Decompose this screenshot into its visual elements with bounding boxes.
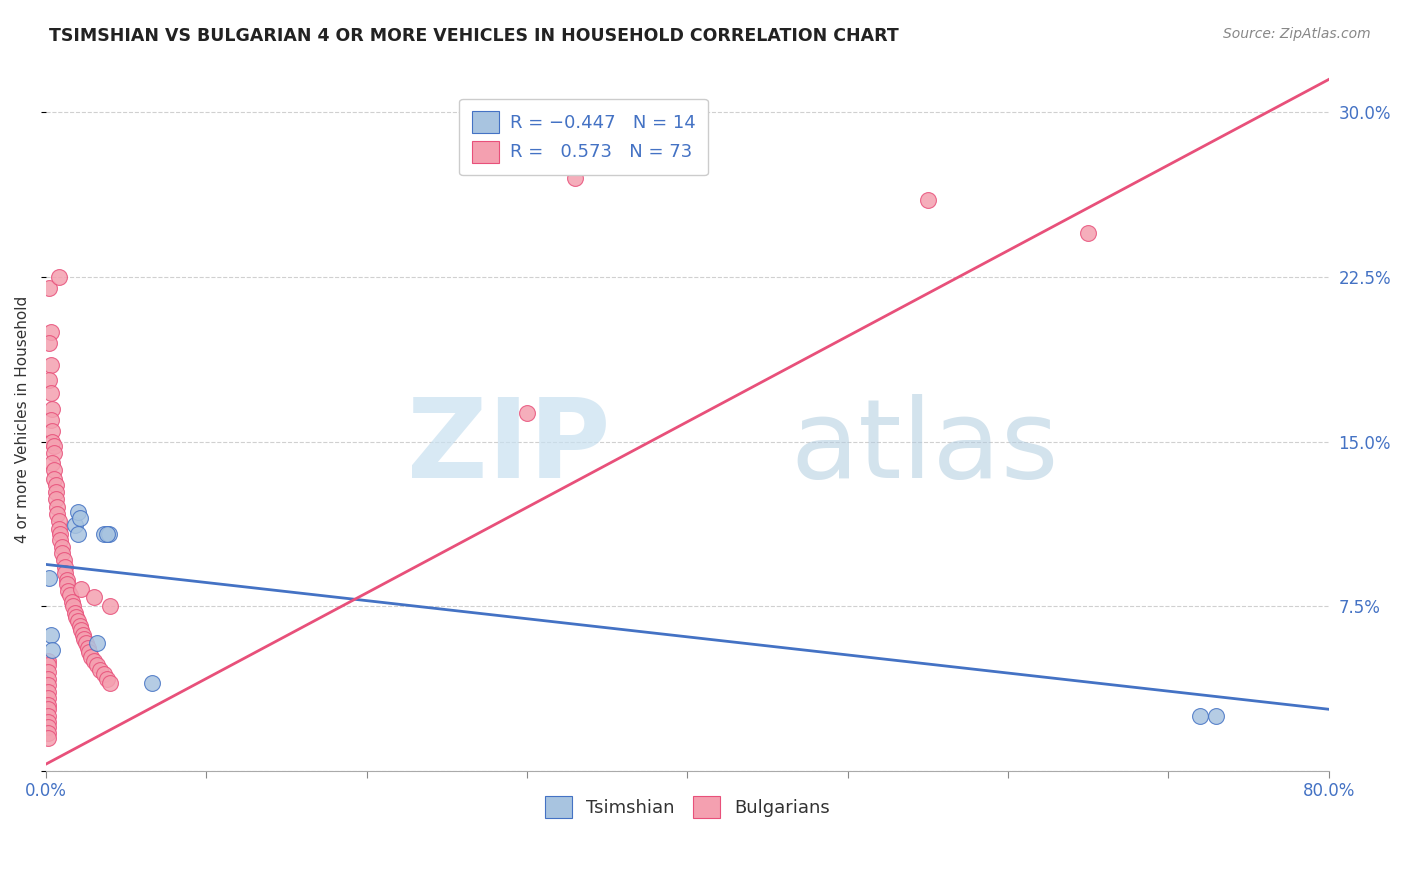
Point	[564, 171, 586, 186]
Point	[39, 386, 62, 401]
Point	[38, 281, 60, 295]
Point	[37, 691, 59, 706]
Point	[37, 654, 59, 668]
Point	[37, 698, 59, 712]
Point	[58, 583, 80, 598]
Point	[73, 632, 96, 646]
Text: TSIMSHIAN VS BULGARIAN 4 OR MORE VEHICLES IN HOUSEHOLD CORRELATION CHART: TSIMSHIAN VS BULGARIAN 4 OR MORE VEHICLE…	[49, 27, 898, 45]
Text: atlas: atlas	[790, 394, 1059, 501]
Point	[63, 517, 86, 532]
Point	[56, 577, 79, 591]
Point	[93, 526, 115, 541]
Point	[516, 406, 538, 420]
Point	[42, 439, 65, 453]
Point	[93, 667, 115, 681]
Point	[141, 676, 163, 690]
Y-axis label: 4 or more Vehicles in Household: 4 or more Vehicles in Household	[15, 296, 30, 543]
Point	[76, 640, 98, 655]
Point	[38, 335, 60, 350]
Point	[63, 606, 86, 620]
Point	[39, 325, 62, 339]
Point	[96, 672, 118, 686]
Point	[37, 684, 59, 698]
Point	[80, 649, 103, 664]
Point	[52, 553, 75, 567]
Point	[49, 526, 72, 541]
Point	[96, 526, 118, 541]
Point	[51, 546, 73, 560]
Point	[37, 715, 59, 730]
Point	[97, 526, 120, 541]
Point	[42, 472, 65, 486]
Point	[46, 507, 69, 521]
Point	[37, 720, 59, 734]
Point	[59, 588, 82, 602]
Point	[67, 526, 90, 541]
Point	[37, 678, 59, 692]
Point	[37, 665, 59, 679]
Text: ZIP: ZIP	[406, 394, 610, 501]
Point	[41, 643, 63, 657]
Point	[48, 514, 70, 528]
Point	[83, 591, 105, 605]
Point	[37, 702, 59, 716]
Point	[69, 511, 91, 525]
Point	[38, 571, 60, 585]
Point	[65, 610, 87, 624]
Point	[98, 676, 121, 690]
Point	[37, 731, 59, 745]
Point	[38, 373, 60, 387]
Point	[41, 424, 63, 438]
Point	[41, 457, 63, 471]
Point	[49, 533, 72, 548]
Point	[56, 573, 79, 587]
Point	[41, 434, 63, 449]
Point	[37, 672, 59, 686]
Point	[45, 491, 67, 506]
Point	[60, 595, 83, 609]
Point	[1189, 709, 1212, 723]
Legend: Tsimshian, Bulgarians: Tsimshian, Bulgarians	[537, 789, 837, 825]
Point	[53, 559, 76, 574]
Point	[62, 599, 84, 614]
Point	[67, 615, 90, 629]
Point	[69, 619, 91, 633]
Point	[70, 582, 93, 596]
Point	[45, 485, 67, 500]
Point	[86, 658, 108, 673]
Point	[37, 658, 59, 673]
Point	[89, 663, 111, 677]
Point	[42, 445, 65, 459]
Point	[83, 654, 105, 668]
Point	[48, 270, 70, 285]
Point	[86, 636, 108, 650]
Point	[42, 463, 65, 477]
Point	[48, 522, 70, 536]
Point	[917, 193, 939, 207]
Text: Source: ZipAtlas.com: Source: ZipAtlas.com	[1223, 27, 1371, 41]
Point	[39, 358, 62, 372]
Point	[37, 709, 59, 723]
Point	[46, 500, 69, 515]
Point	[39, 412, 62, 426]
Point	[77, 645, 100, 659]
Point	[37, 726, 59, 740]
Point	[70, 624, 93, 638]
Point	[98, 599, 121, 614]
Point	[1205, 709, 1227, 723]
Point	[72, 627, 94, 641]
Point	[39, 627, 62, 641]
Point	[45, 478, 67, 492]
Point	[41, 401, 63, 416]
Point	[53, 566, 76, 581]
Point	[75, 636, 97, 650]
Point	[1077, 226, 1099, 240]
Point	[51, 540, 73, 554]
Point	[67, 505, 90, 519]
